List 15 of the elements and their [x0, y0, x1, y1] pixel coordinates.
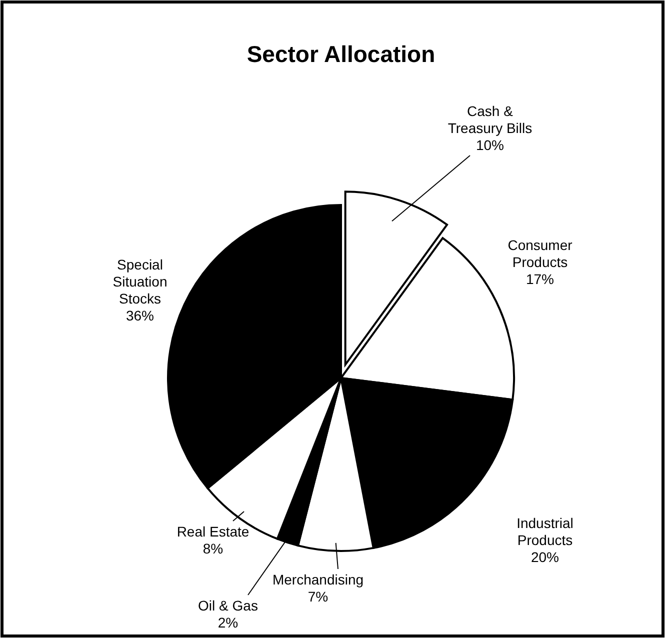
- slice-label: Real Estate: [176, 524, 250, 540]
- slice-label: Oil & Gas: [198, 598, 258, 614]
- data-label: 2%: [218, 614, 238, 630]
- slice-label: Cash & Treasury Bills: [448, 103, 532, 136]
- data-label: 17%: [526, 271, 554, 287]
- data-label: 36%: [126, 308, 154, 324]
- slice-label: Industrial Products: [516, 515, 574, 548]
- data-label: 10%: [476, 137, 504, 153]
- slice-label: Merchandising: [272, 572, 364, 588]
- data-label: 7%: [308, 588, 328, 604]
- slice-label: Consumer Products: [508, 237, 573, 270]
- data-label: 20%: [530, 549, 560, 565]
- chart-title: Sector Allocation: [246, 41, 436, 67]
- slice-label: Special Situation Stocks: [112, 256, 168, 306]
- data-label: 8%: [202, 540, 224, 556]
